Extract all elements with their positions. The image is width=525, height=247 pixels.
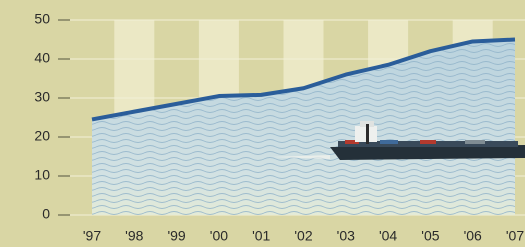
x-tick-label: '04 xyxy=(379,228,397,244)
y-tick-label: 50 xyxy=(34,11,50,27)
x-tick-label: '05 xyxy=(421,228,439,244)
chart: '97 '98 '99 '00 '01 '02 '03 '04 '05 '06 '07 0 10 20 30… xyxy=(0,0,525,247)
x-tick-label: '06 xyxy=(464,228,482,244)
x-tick-label: '01 xyxy=(252,228,270,244)
x-tick-label: '99 xyxy=(167,228,185,244)
y-tick-label: 10 xyxy=(34,167,50,183)
x-tick-label: '97 xyxy=(83,228,101,244)
x-tick-label: '03 xyxy=(337,228,355,244)
x-tick-label: '98 xyxy=(125,228,143,244)
y-tick-label: 0 xyxy=(42,206,50,222)
y-tick-label: 30 xyxy=(34,89,50,105)
x-tick-label: '07 xyxy=(506,228,524,244)
y-tick-label: 40 xyxy=(34,50,50,66)
y-tick-label: 20 xyxy=(34,128,50,144)
x-tick-label: '00 xyxy=(210,228,228,244)
x-tick-label: '02 xyxy=(294,228,312,244)
